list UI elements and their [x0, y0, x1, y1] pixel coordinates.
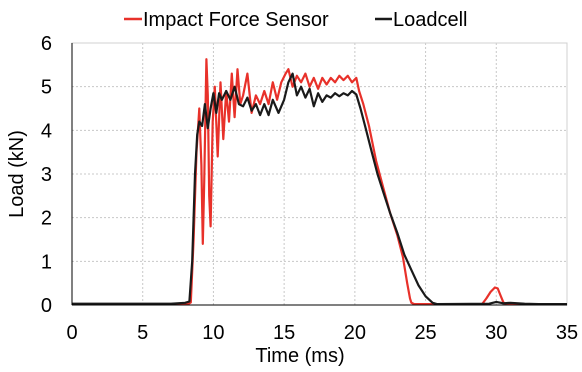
- y-axis-title: Load (kN): [6, 130, 28, 218]
- x-tick-label: 10: [202, 322, 224, 344]
- x-tick-label: 20: [344, 322, 366, 344]
- x-tick-label: 5: [137, 322, 148, 344]
- y-tick-label: 0: [41, 295, 52, 317]
- y-tick-label: 4: [41, 120, 52, 142]
- y-tick-label: 5: [41, 77, 52, 99]
- y-tick-label: 3: [41, 164, 52, 186]
- x-tick-label: 25: [414, 322, 436, 344]
- x-tick-label: 15: [273, 322, 295, 344]
- series-line-impact-force-sensor: [72, 58, 567, 306]
- plot-series: [72, 58, 567, 306]
- x-tick-label: 0: [66, 322, 77, 344]
- x-tick-label: 30: [485, 322, 507, 344]
- x-tick-label: 35: [556, 322, 578, 344]
- y-tick-labels: 0 1 2 3 4 5 6: [41, 33, 52, 317]
- x-tick-labels: 0 5 10 15 20 25 30 35: [66, 322, 578, 344]
- x-axis-title: Time (ms): [255, 345, 344, 367]
- axes: [71, 43, 567, 306]
- y-tick-label: 1: [41, 251, 52, 273]
- y-tick-label: 2: [41, 208, 52, 230]
- y-tick-label: 6: [41, 33, 52, 55]
- legend-label-loadcell: Loadcell: [393, 9, 468, 31]
- legend-label-impact-force-sensor: Impact Force Sensor: [143, 9, 329, 31]
- series-line-loadcell: [72, 72, 567, 306]
- legend: Impact Force Sensor Loadcell: [124, 9, 468, 31]
